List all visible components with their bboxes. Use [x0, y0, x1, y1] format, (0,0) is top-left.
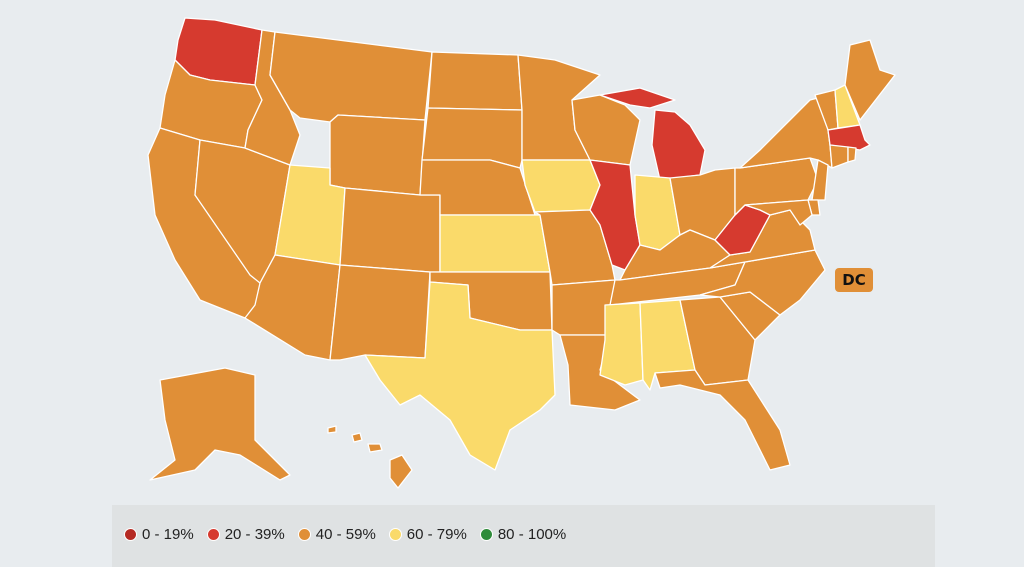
- legend: 0 - 19% 20 - 39% 40 - 59% 60 - 79% 80 - …: [112, 505, 935, 567]
- state-fl[interactable]: [654, 369, 791, 471]
- state-nm[interactable]: [329, 264, 431, 361]
- legend-dot-icon: [479, 528, 493, 541]
- dc-badge[interactable]: DC: [835, 268, 873, 292]
- state-mt[interactable]: [269, 31, 433, 123]
- state-nd[interactable]: [427, 51, 523, 111]
- legend-dot-icon: [388, 528, 402, 541]
- legend-item-0-19[interactable]: 0 - 19%: [124, 526, 194, 543]
- state-ks[interactable]: [439, 214, 551, 273]
- legend-item-20-39[interactable]: 20 - 39%: [206, 526, 285, 543]
- state-mi[interactable]: [651, 109, 706, 181]
- state-hi[interactable]: [389, 454, 413, 489]
- state-hi[interactable]: [367, 443, 383, 453]
- legend-dot-icon: [124, 528, 137, 541]
- state-co[interactable]: [339, 187, 441, 273]
- state-me[interactable]: [844, 39, 896, 121]
- state-ia[interactable]: [521, 159, 601, 213]
- state-sd[interactable]: [421, 107, 523, 169]
- state-ct[interactable]: [829, 144, 849, 169]
- state-mi[interactable]: [599, 87, 676, 109]
- state-md[interactable]: [744, 199, 813, 226]
- state-il[interactable]: [589, 159, 641, 271]
- state-hi[interactable]: [351, 432, 363, 443]
- state-nj[interactable]: [811, 159, 829, 201]
- state-ny[interactable]: [739, 94, 833, 169]
- state-ri[interactable]: [847, 146, 857, 163]
- state-tx[interactable]: [364, 281, 556, 471]
- legend-item-80-100[interactable]: 80 - 100%: [479, 526, 566, 543]
- state-hi[interactable]: [327, 425, 337, 434]
- legend-dot-icon: [297, 528, 311, 541]
- legend-item-60-79[interactable]: 60 - 79%: [388, 526, 467, 543]
- legend-item-40-59[interactable]: 40 - 59%: [297, 526, 376, 543]
- state-ms[interactable]: [599, 302, 644, 386]
- state-wy[interactable]: [329, 114, 426, 196]
- legend-dot-icon: [206, 528, 220, 541]
- us-choropleth-map: [147, 17, 896, 489]
- state-ak[interactable]: [149, 367, 291, 481]
